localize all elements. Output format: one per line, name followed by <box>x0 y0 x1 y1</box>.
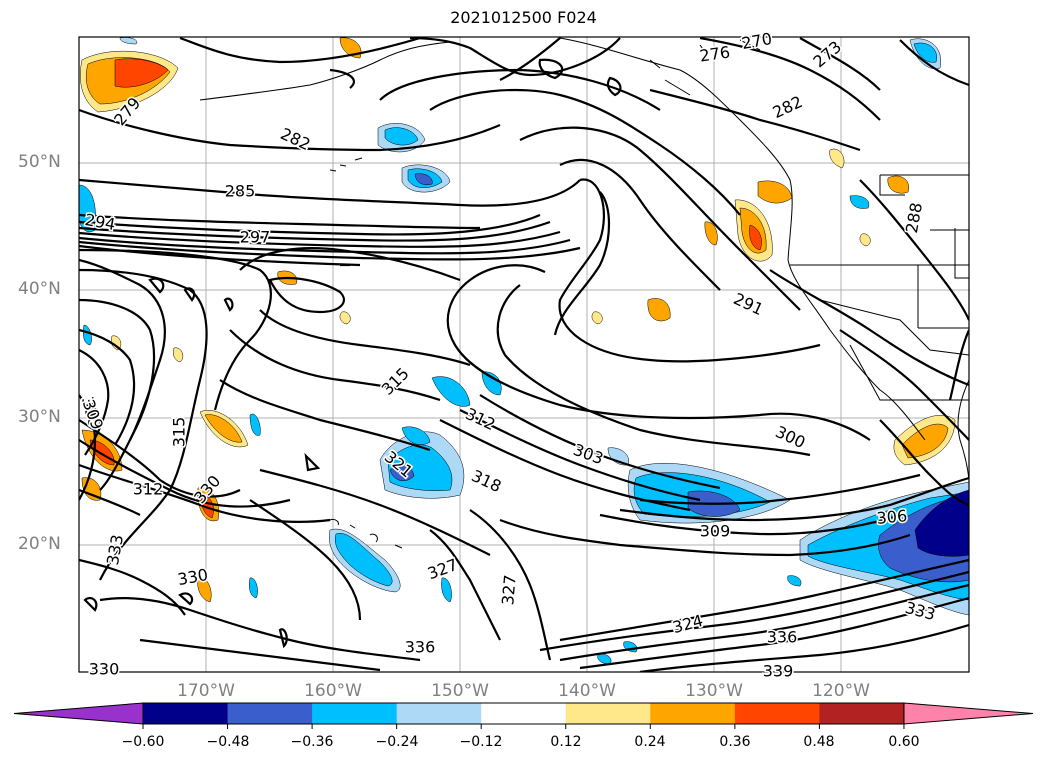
colorbar-tick-label: 0.48 <box>803 734 835 750</box>
contour-label: 282 <box>770 92 806 122</box>
colorbar-segment <box>650 703 736 724</box>
colorbar-tick-label: −0.48 <box>206 734 250 750</box>
colorbar-segment <box>143 703 229 724</box>
colorbar-segment <box>734 703 820 724</box>
colorbar-tick-label: −0.24 <box>375 734 419 750</box>
colorbar-segment <box>396 703 482 724</box>
map-frame <box>78 36 970 673</box>
lon-label-170w: 170°W <box>177 681 235 701</box>
lon-label-150w: 150°W <box>431 681 489 701</box>
lat-label-40n: 40°N <box>18 279 61 299</box>
coastlines <box>199 37 969 549</box>
contour-label: 312 <box>133 480 164 499</box>
contour-label: 309 <box>79 397 107 432</box>
contour-label: 291 <box>731 289 767 319</box>
contour-label: 270 <box>740 29 773 53</box>
contour-label: 327 <box>498 574 520 606</box>
contour-label: 297 <box>240 228 271 247</box>
contour-label: 312 <box>463 404 499 434</box>
contour-lines <box>79 37 969 672</box>
contour-label: 300 <box>773 422 809 452</box>
colorbar-extend-low <box>13 702 144 725</box>
colorbar-segment <box>565 703 651 724</box>
colorbar-frame <box>142 702 905 725</box>
lat-label-30n: 30°N <box>18 407 61 427</box>
contour-label: 330 <box>190 472 224 508</box>
contour-label: 336 <box>767 628 798 647</box>
contour-label: 285 <box>225 182 256 201</box>
lon-label-160w: 160°W <box>304 681 362 701</box>
contour-label: 318 <box>469 466 505 496</box>
colorbar-tick-label: −0.36 <box>290 734 334 750</box>
colorbar-tick-label: 0.36 <box>719 734 751 750</box>
contour-label: 273 <box>810 37 846 71</box>
colorbar-segment <box>481 703 567 724</box>
contour-label: 327 <box>425 555 460 583</box>
colorbar <box>13 702 1034 729</box>
contour-label: 336 <box>405 638 436 657</box>
colorbar-tick-label: −0.60 <box>121 734 165 750</box>
colorbar-segment <box>227 703 313 724</box>
contour-label: 315 <box>378 364 413 399</box>
lon-label-140w: 140°W <box>558 681 616 701</box>
contour-label: 306 <box>876 506 908 528</box>
lat-label-50n: 50°N <box>18 152 61 172</box>
colorbar-tick-label: 0.60 <box>888 734 920 750</box>
contour-label: 333 <box>103 533 127 566</box>
lon-label-130w: 130°W <box>685 681 743 701</box>
contour-label: 315 <box>170 417 189 448</box>
contour-label: 276 <box>698 42 731 65</box>
contour-label: 309 <box>700 522 731 541</box>
graticule <box>79 37 969 672</box>
lon-label-120w: 120°W <box>812 681 870 701</box>
colorbar-tick-label: −0.12 <box>459 734 503 750</box>
colorbar-tick-label: 0.24 <box>634 734 666 750</box>
contour-label: 324 <box>671 611 705 637</box>
contour-label: 339 <box>763 662 794 681</box>
colorbar-tick-label: 0.12 <box>550 734 582 750</box>
colorbar-segment <box>312 703 398 724</box>
map-title: 2021012500 F024 <box>450 8 597 27</box>
lat-label-20n: 20°N <box>18 534 61 554</box>
contour-label: 288 <box>902 201 926 234</box>
colorbar-segment <box>819 703 905 724</box>
contour-label: 330 <box>89 660 120 679</box>
colorbar-extend-high <box>903 702 1034 725</box>
